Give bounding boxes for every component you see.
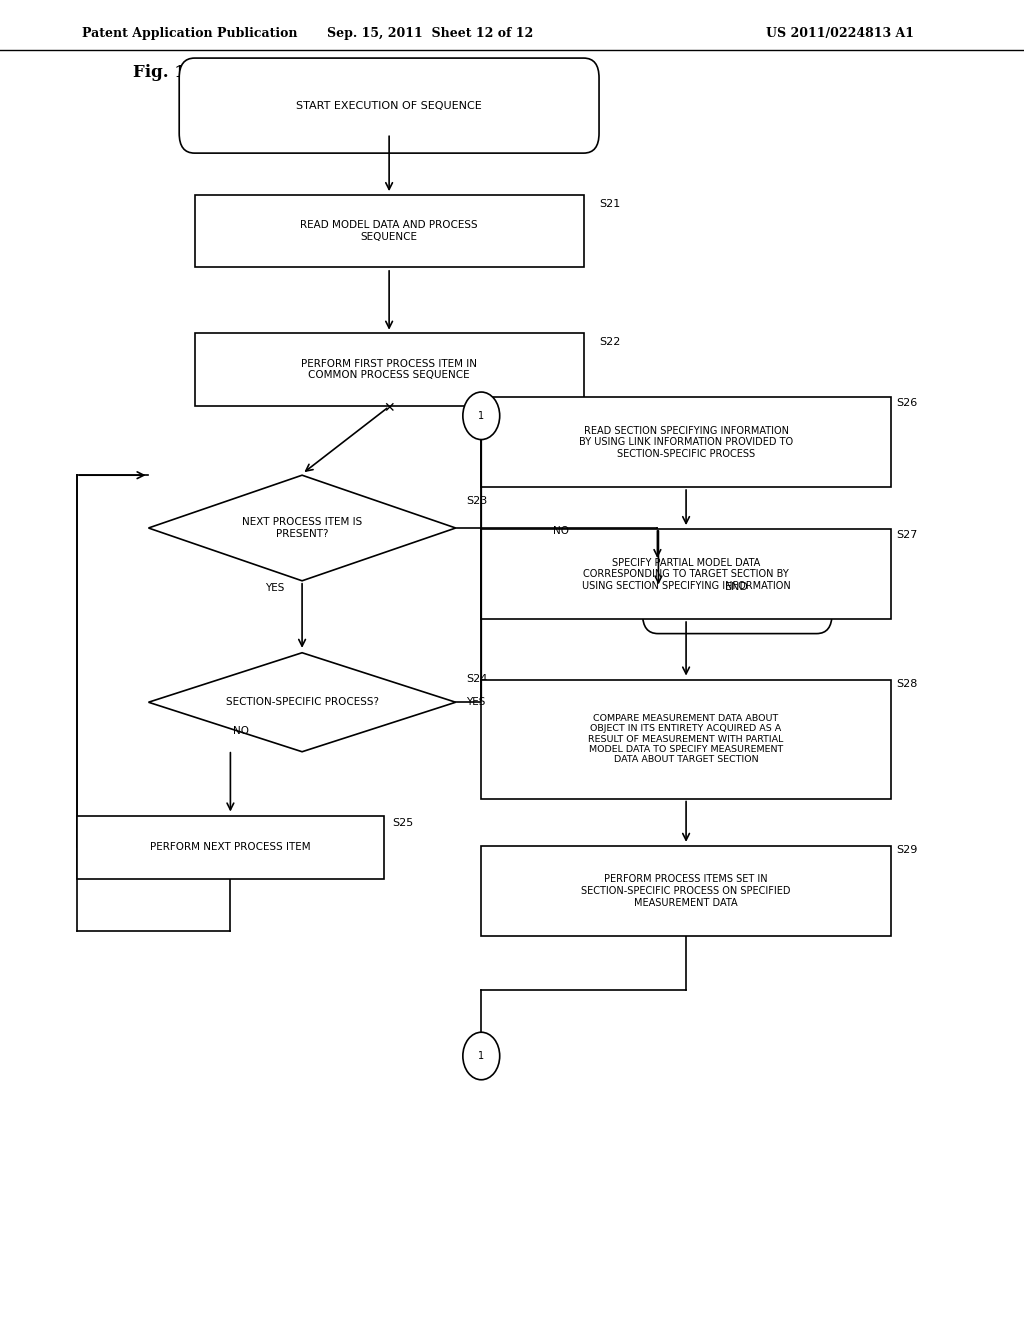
Bar (77, 816, 384, 879)
Text: S24: S24 (466, 673, 487, 684)
Text: COMPARE MEASUREMENT DATA ABOUT
OBJECT IN ITS ENTIRETY ACQUIRED AS A
RESULT OF ME: COMPARE MEASUREMENT DATA ABOUT OBJECT IN… (589, 714, 783, 764)
Text: 1: 1 (478, 1051, 484, 1061)
Text: S26: S26 (896, 397, 918, 408)
Text: S29: S29 (896, 845, 918, 855)
Bar (195, 333, 584, 407)
Text: END: END (725, 582, 750, 593)
Text: NEXT PROCESS ITEM IS
PRESENT?: NEXT PROCESS ITEM IS PRESENT? (242, 517, 362, 539)
Polygon shape (148, 652, 456, 751)
Bar (481, 680, 891, 799)
Text: Fig. 12: Fig. 12 (133, 65, 198, 81)
Bar (481, 397, 891, 487)
Text: Patent Application Publication: Patent Application Publication (82, 26, 297, 40)
Polygon shape (148, 475, 456, 581)
Text: US 2011/0224813 A1: US 2011/0224813 A1 (766, 26, 913, 40)
Text: PERFORM PROCESS ITEMS SET IN
SECTION-SPECIFIC PROCESS ON SPECIFIED
MEASUREMENT D: PERFORM PROCESS ITEMS SET IN SECTION-SPE… (582, 874, 791, 908)
Text: PERFORM NEXT PROCESS ITEM: PERFORM NEXT PROCESS ITEM (151, 842, 310, 853)
Text: S27: S27 (896, 529, 918, 540)
Text: YES: YES (466, 697, 485, 708)
Text: S22: S22 (599, 337, 621, 347)
Text: YES: YES (265, 583, 284, 594)
Text: READ MODEL DATA AND PROCESS
SEQUENCE: READ MODEL DATA AND PROCESS SEQUENCE (300, 220, 478, 242)
Text: PERFORM FIRST PROCESS ITEM IN
COMMON PROCESS SEQUENCE: PERFORM FIRST PROCESS ITEM IN COMMON PRO… (301, 359, 477, 380)
Text: S23: S23 (466, 495, 487, 506)
Text: NO: NO (232, 726, 249, 737)
Bar (481, 846, 891, 936)
Bar (481, 529, 891, 619)
Text: S25: S25 (392, 817, 414, 828)
Text: SPECIFY PARTIAL MODEL DATA
CORRESPONDING TO TARGET SECTION BY
USING SECTION SPEC: SPECIFY PARTIAL MODEL DATA CORRESPONDING… (582, 557, 791, 591)
FancyBboxPatch shape (179, 58, 599, 153)
Text: S21: S21 (599, 198, 621, 209)
Text: SECTION-SPECIFIC PROCESS?: SECTION-SPECIFIC PROCESS? (225, 697, 379, 708)
Text: START EXECUTION OF SEQUENCE: START EXECUTION OF SEQUENCE (296, 100, 482, 111)
Circle shape (463, 1032, 500, 1080)
FancyBboxPatch shape (643, 541, 831, 634)
Text: 1: 1 (478, 411, 484, 421)
Text: Sep. 15, 2011  Sheet 12 of 12: Sep. 15, 2011 Sheet 12 of 12 (327, 26, 534, 40)
Text: READ SECTION SPECIFYING INFORMATION
BY USING LINK INFORMATION PROVIDED TO
SECTIO: READ SECTION SPECIFYING INFORMATION BY U… (579, 425, 794, 459)
Bar (195, 194, 584, 267)
Text: ✕: ✕ (383, 401, 395, 414)
Text: S28: S28 (896, 678, 918, 689)
Text: NO: NO (553, 525, 569, 536)
Circle shape (463, 392, 500, 440)
